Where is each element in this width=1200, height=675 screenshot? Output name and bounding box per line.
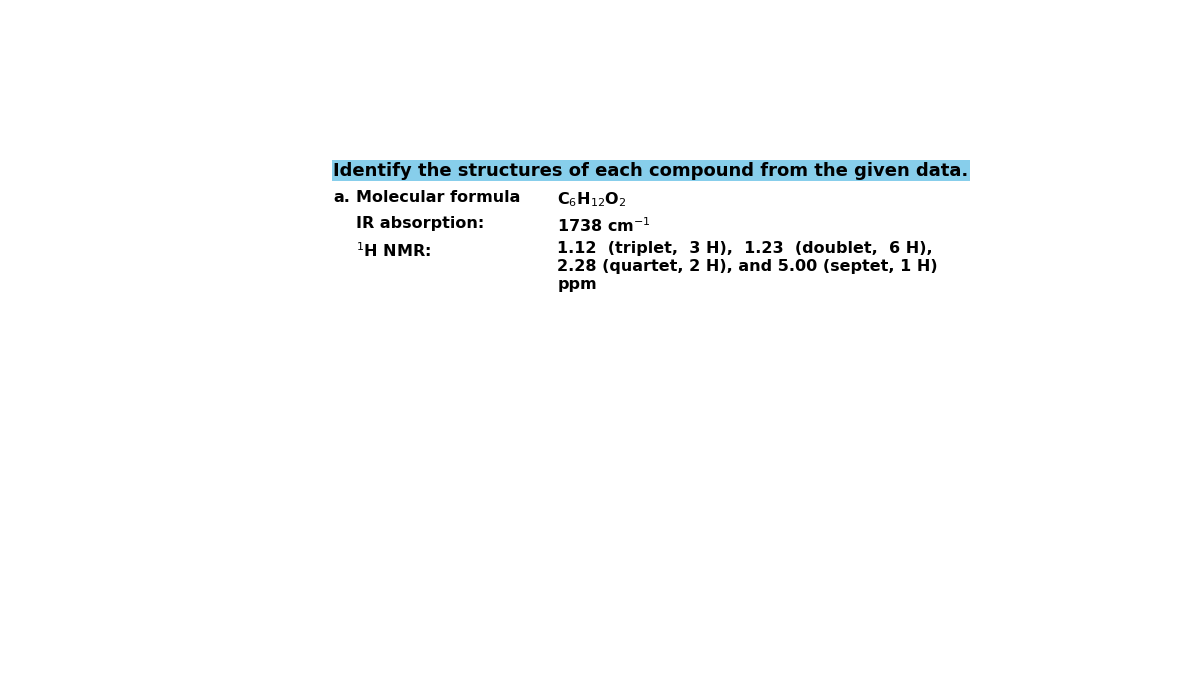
Text: C$_6$H$_{12}$O$_2$: C$_6$H$_{12}$O$_2$ [557,190,626,209]
Text: 1.12  (triplet,  3 H),  1.23  (doublet,  6 H),: 1.12 (triplet, 3 H), 1.23 (doublet, 6 H)… [557,241,932,256]
Text: IR absorption:: IR absorption: [356,216,485,231]
Text: 2.28 (quartet, 2 H), and 5.00 (septet, 1 H): 2.28 (quartet, 2 H), and 5.00 (septet, 1… [557,259,938,274]
Text: a.: a. [334,190,350,205]
Text: ppm: ppm [557,277,596,292]
Text: 1738 cm$^{-1}$: 1738 cm$^{-1}$ [557,216,652,235]
Text: Identify the structures of each compound from the given data.: Identify the structures of each compound… [334,161,968,180]
Text: $^1$H NMR:: $^1$H NMR: [356,241,432,260]
Text: Molecular formula: Molecular formula [356,190,521,205]
